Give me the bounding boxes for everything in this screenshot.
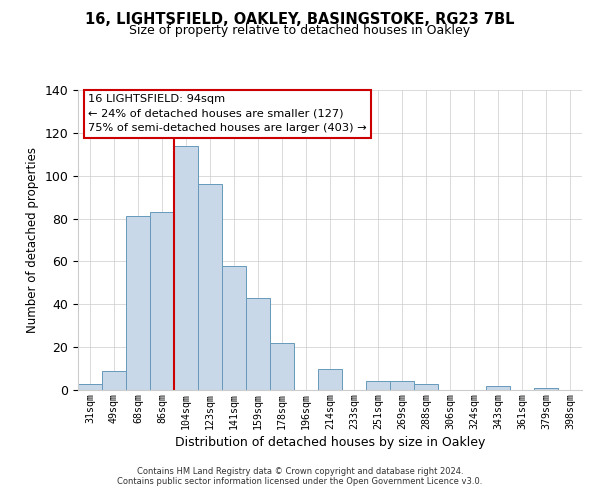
Bar xyxy=(126,216,150,390)
Bar xyxy=(78,384,102,390)
Text: Size of property relative to detached houses in Oakley: Size of property relative to detached ho… xyxy=(130,24,470,37)
Text: Contains HM Land Registry data © Crown copyright and database right 2024.: Contains HM Land Registry data © Crown c… xyxy=(137,467,463,476)
Bar xyxy=(534,388,558,390)
Bar xyxy=(246,298,270,390)
Bar xyxy=(150,212,174,390)
Y-axis label: Number of detached properties: Number of detached properties xyxy=(26,147,39,333)
Text: 16, LIGHTSFIELD, OAKLEY, BASINGSTOKE, RG23 7BL: 16, LIGHTSFIELD, OAKLEY, BASINGSTOKE, RG… xyxy=(85,12,515,28)
X-axis label: Distribution of detached houses by size in Oakley: Distribution of detached houses by size … xyxy=(175,436,485,448)
Bar xyxy=(102,370,126,390)
Text: 16 LIGHTSFIELD: 94sqm
← 24% of detached houses are smaller (127)
75% of semi-det: 16 LIGHTSFIELD: 94sqm ← 24% of detached … xyxy=(88,94,367,134)
Bar xyxy=(414,384,438,390)
Text: Contains public sector information licensed under the Open Government Licence v3: Contains public sector information licen… xyxy=(118,477,482,486)
Bar xyxy=(486,386,510,390)
Bar xyxy=(222,266,246,390)
Bar xyxy=(366,382,390,390)
Bar xyxy=(270,343,294,390)
Bar xyxy=(318,368,342,390)
Bar xyxy=(390,382,414,390)
Bar xyxy=(174,146,198,390)
Bar xyxy=(198,184,222,390)
